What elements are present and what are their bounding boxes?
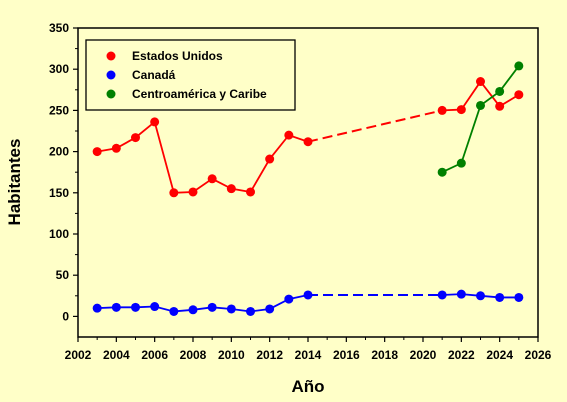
legend: Estados Unidos Canadá Centroamérica y Cari… — [85, 39, 296, 111]
series-3 — [437, 61, 524, 177]
x-tick-label: 2004 — [103, 348, 130, 362]
data-point — [92, 147, 102, 157]
y-axis: 0 50 100 150 200 250 300 350 — [49, 21, 78, 323]
series-2 — [92, 289, 524, 316]
data-point — [514, 90, 524, 100]
data-point — [131, 302, 140, 312]
legend-marker — [106, 89, 116, 99]
x-tick-label: 2002 — [65, 348, 92, 362]
y-tick-label: 50 — [56, 268, 70, 282]
data-point — [476, 77, 485, 87]
y-tick-label: 350 — [49, 21, 69, 35]
legend-marker — [106, 51, 116, 61]
legend-frame — [85, 39, 296, 111]
x-tick-label: 2010 — [218, 348, 245, 362]
data-point — [111, 143, 121, 153]
y-tick-label: 100 — [49, 227, 69, 241]
data-point — [188, 187, 198, 197]
data-point — [150, 302, 160, 312]
x-tick-label: 2022 — [448, 348, 475, 362]
data-point — [476, 100, 485, 110]
legend-entry: Centroamérica y Caribe — [132, 87, 267, 101]
data-point — [495, 292, 505, 302]
x-axis: 2002 2004 2006 2008 2010 2012 2014 2016 2018 2020… — [65, 337, 552, 362]
y-tick-label: 0 — [62, 309, 69, 323]
y-tick-label: 300 — [49, 62, 69, 76]
data-point — [284, 130, 294, 140]
legend-entry: Canadá — [132, 68, 176, 82]
data-point — [265, 154, 275, 164]
data-point — [495, 86, 505, 96]
series-1 — [92, 77, 524, 198]
data-point — [226, 184, 236, 194]
data-point — [456, 158, 466, 168]
x-tick-label: 2016 — [333, 348, 360, 362]
data-point — [111, 302, 121, 312]
data-point — [495, 101, 505, 111]
data-point — [169, 306, 179, 316]
series-line — [97, 294, 309, 313]
data-point — [150, 117, 160, 127]
data-point — [207, 302, 217, 312]
data-point — [456, 289, 466, 299]
y-tick-label: 200 — [49, 145, 69, 159]
x-tick-label: 2008 — [180, 348, 207, 362]
data-point — [456, 105, 466, 115]
data-point — [303, 137, 313, 147]
data-point — [265, 304, 275, 314]
data-point — [476, 291, 485, 301]
data-point — [246, 187, 255, 197]
x-axis-title: Año — [291, 377, 324, 396]
x-tick-label: 2014 — [295, 348, 322, 362]
x-tick-label: 2018 — [371, 348, 398, 362]
data-point — [303, 290, 313, 300]
y-axis-title: Habitantes — [5, 139, 24, 226]
data-point — [284, 294, 294, 304]
data-point — [437, 290, 447, 300]
data-point — [226, 304, 236, 314]
data-point — [169, 188, 179, 198]
data-point — [514, 292, 524, 302]
data-point — [92, 303, 102, 313]
x-tick-label: 2012 — [256, 348, 283, 362]
data-point — [246, 306, 255, 316]
data-point — [188, 305, 198, 315]
chart-marks — [92, 61, 524, 316]
series-line — [97, 120, 309, 194]
data-point — [437, 167, 447, 177]
series-line — [307, 109, 443, 143]
y-tick-label: 250 — [49, 103, 69, 117]
x-tick-label: 2026 — [525, 348, 552, 362]
legend-entry: Estados Unidos — [132, 49, 223, 63]
data-point — [437, 105, 447, 115]
x-tick-label: 2020 — [410, 348, 437, 362]
data-point — [131, 133, 140, 143]
legend-marker — [106, 70, 116, 80]
y-tick-label: 150 — [49, 186, 69, 200]
x-tick-label: 2006 — [141, 348, 168, 362]
data-point — [514, 61, 524, 71]
x-tick-label: 2024 — [486, 348, 513, 362]
data-point — [207, 174, 217, 184]
